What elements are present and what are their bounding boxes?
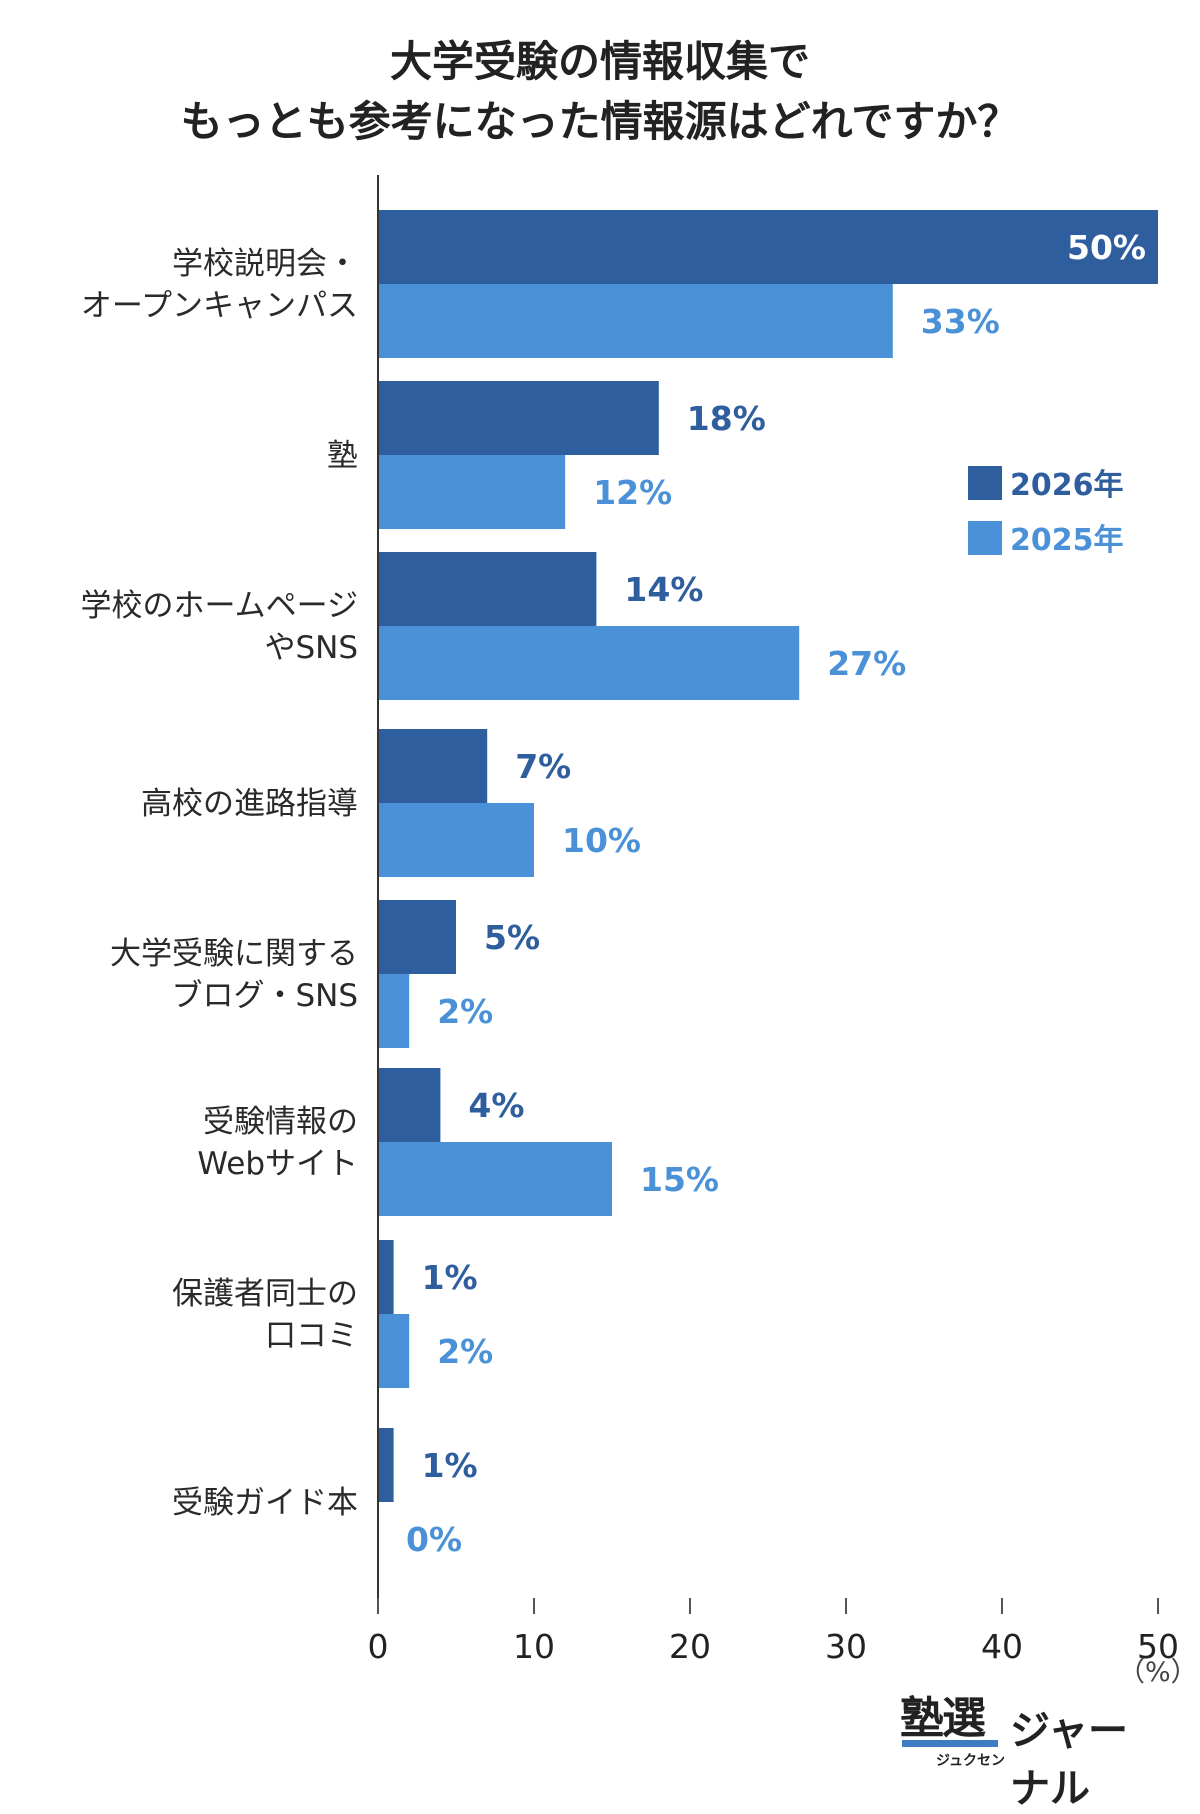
bar-2025-6 — [378, 1314, 410, 1388]
bar-2026-0 — [378, 210, 1158, 284]
bar-2026-1 — [378, 381, 659, 455]
bar-2025-1 — [378, 455, 566, 529]
logo-main-text: 塾選 — [900, 1693, 986, 1744]
category-label-5: Webサイト — [197, 1146, 358, 1182]
value-label-2025-2: 27% — [827, 644, 906, 683]
chart-title: 大学受験の情報収集でもっとも参考になった情報源はどれですか？ — [0, 32, 1200, 152]
category-label-6: 口コミ — [265, 1318, 358, 1354]
bar-2026-3 — [378, 729, 488, 803]
logo-kana-text: ジュクセン — [936, 1753, 1006, 1769]
x-tick-label: 40 — [981, 1627, 1023, 1666]
legend-swatch-2026 — [968, 466, 1002, 500]
value-label-2026-5: 4% — [468, 1086, 524, 1125]
category-label-6: 保護者同士の — [172, 1276, 358, 1312]
bar-2025-4 — [378, 974, 410, 1048]
category-label-3: 高校の進路指導 — [141, 786, 358, 822]
bar-2026-5 — [378, 1068, 441, 1142]
bar-2025-0 — [378, 284, 893, 358]
legend-label-2025: 2025年 — [1010, 523, 1124, 558]
category-label-2: やSNS — [264, 630, 358, 666]
category-label-7: 受験ガイド本 — [172, 1485, 358, 1521]
bar-2026-2 — [378, 552, 597, 626]
bar-2025-5 — [378, 1142, 612, 1216]
x-tick-label: 30 — [825, 1627, 867, 1666]
value-label-2026-6: 1% — [422, 1258, 478, 1297]
category-label-4: ブログ・SNS — [171, 978, 358, 1014]
value-labels-group: 50% 33% 18% 12% 14% 27% 7% 10% 5% 2% 4% 15% 1% 2% 1% 0% — [406, 228, 1146, 1559]
legend: 2026年 2025年 — [968, 466, 1124, 558]
value-label-2025-6: 2% — [437, 1332, 493, 1371]
value-label-2026-2: 14% — [624, 570, 703, 609]
x-axis-ticks: 0 10 20 30 40 50 — [368, 1598, 1179, 1666]
value-label-2025-1: 12% — [593, 473, 672, 512]
x-axis-unit-label: （%） — [1118, 1657, 1198, 1688]
bar-2025-2 — [378, 626, 800, 700]
value-label-2026-7: 1% — [422, 1446, 478, 1485]
value-label-2025-4: 2% — [437, 992, 493, 1031]
value-label-2025-5: 15% — [640, 1160, 719, 1199]
x-tick-label: 10 — [513, 1627, 555, 1666]
category-label-0: 学校説明会・ — [172, 246, 358, 282]
category-label-1: 塾 — [327, 438, 358, 474]
bar-2026-4 — [378, 900, 456, 974]
legend-swatch-2025 — [968, 521, 1002, 555]
category-label-2: 学校のホームページ — [81, 588, 358, 624]
category-label-4: 大学受験に関する — [110, 936, 358, 972]
value-label-2026-0: 50% — [1067, 228, 1146, 267]
value-label-2026-4: 5% — [484, 918, 540, 957]
x-tick-label: 50 — [1137, 1627, 1179, 1666]
bar-2026-7 — [378, 1428, 394, 1502]
bar-2026-6 — [378, 1240, 394, 1314]
value-label-2025-7: 0% — [406, 1520, 462, 1559]
category-label-5: 受験情報の — [203, 1104, 358, 1140]
logo-sub-text: ジャーナル — [1010, 1708, 1128, 1812]
bars-group — [378, 210, 1158, 1502]
value-label-2025-0: 33% — [921, 302, 1000, 341]
value-label-2026-1: 18% — [687, 399, 766, 438]
x-tick-label: 20 — [669, 1627, 711, 1666]
logo-underline — [902, 1740, 998, 1747]
value-label-2026-3: 7% — [515, 747, 571, 786]
x-tick-label: 0 — [368, 1627, 389, 1666]
chart-title-line: 大学受験の情報収集で — [389, 37, 810, 86]
chart-title-line: もっとも参考になった情報源はどれですか？ — [180, 97, 1020, 146]
bar-2025-3 — [378, 803, 534, 877]
brand-logo: 塾選 ジュクセン ジャーナル — [900, 1682, 1160, 1812]
category-label-0: オープンキャンパス — [81, 288, 358, 324]
legend-label-2026: 2026年 — [1010, 468, 1124, 503]
value-label-2025-3: 10% — [562, 821, 641, 860]
